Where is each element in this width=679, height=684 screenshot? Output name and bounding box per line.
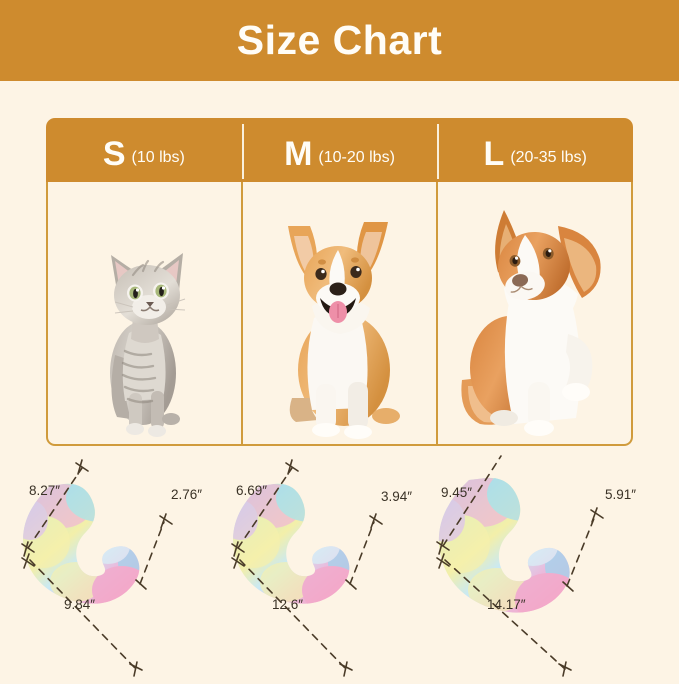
pillow-s-dim-top-right: 2.76″: [171, 487, 203, 502]
pillow-s-dim-top-left: 8.27″: [29, 483, 61, 498]
pillow-l-dim-top-right: 5.91″: [605, 487, 637, 502]
size-letter-m: M: [284, 135, 313, 174]
table-cell-m-animal: [241, 182, 436, 444]
table-cell-l-animal: [435, 182, 631, 444]
size-chart-table: S (10 lbs) M (10-20 lbs) L (20-35 lbs): [46, 118, 633, 446]
pembroke-welsh-corgi-image: [288, 222, 401, 439]
pillow-l-dim-bottom: 14.17″: [487, 597, 526, 612]
pillow-l-svg: [436, 455, 604, 677]
table-body-row: [46, 182, 633, 446]
size-weight-m: (10-20 lbs): [318, 149, 395, 167]
table-header-cell-s: S (10 lbs): [46, 118, 242, 182]
pillow-m-dimension-lines: [237, 467, 375, 670]
size-weight-s: (10 lbs): [131, 149, 185, 167]
pillow-diagram-s: 8.27″ 2.76″ 9.84″: [4, 450, 234, 679]
pillow-l-dimension-lines: [442, 455, 596, 670]
size-letter-s: S: [102, 135, 126, 174]
pillow-m-dimension-ticks: [231, 459, 383, 677]
pillow-dimension-row: 8.27″ 2.76″ 9.84″: [0, 450, 679, 679]
pillow-m-dim-top-left: 6.69″: [236, 483, 268, 498]
pillow-s-svg: [21, 459, 173, 677]
table-cell-s-animal: [48, 182, 242, 444]
pillow-s-dimension-ticks: [21, 459, 173, 677]
pillow-m-dim-bottom: 12.6″: [272, 597, 304, 612]
pillow-diagram-m: 6.69″ 3.94″ 12.6″: [214, 450, 444, 679]
page-title: Size Chart: [236, 17, 443, 63]
size-letter-l: L: [483, 135, 505, 174]
pillow-diagram-l: 9.45″ 5.91″ 14.17″: [419, 450, 677, 679]
header-band: Size Chart: [0, 0, 679, 81]
table-header-cell-l: L (20-35 lbs): [437, 118, 633, 182]
pillow-s-dim-bottom: 9.84″: [64, 597, 96, 612]
size-weight-l: (20-35 lbs): [510, 149, 587, 167]
table-header-row: S (10 lbs) M (10-20 lbs) L (20-35 lbs): [46, 118, 633, 182]
pillow-s-dimension-lines: [27, 467, 165, 670]
table-header-cell-m: M (10-20 lbs): [241, 118, 438, 182]
pillow-l-dimension-ticks: [436, 507, 604, 677]
pillow-m-svg: [231, 459, 383, 677]
gray-tabby-kitten-image: [110, 253, 186, 437]
pillow-m-dim-top-right: 3.94″: [381, 489, 413, 504]
pillow-l-dim-top-left: 9.45″: [441, 485, 473, 500]
red-white-border-collie-image: [461, 210, 601, 436]
